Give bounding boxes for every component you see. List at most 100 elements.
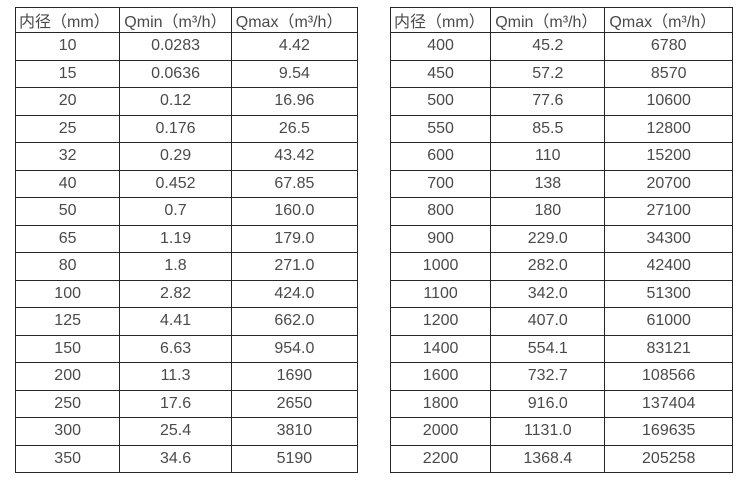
qmin-cell: 34.6 [119,444,232,473]
table-row: 450 57.2 8570 [389,59,733,88]
table-row: 1400 554.1 83121 [389,334,733,363]
column-header: Qmin（m³/h） [490,7,606,33]
qmax-cell: 15200 [604,142,733,171]
qmax-cell: 83121 [604,334,733,363]
qmin-cell: 0.0283 [119,32,232,61]
qmin-cell: 17.6 [119,389,232,418]
table-row: 300 25.4 3810 [14,417,359,446]
diameter-cell: 25 [14,114,121,143]
table-row: 25 0.176 26.5 [14,114,359,143]
diameter-cell: 250 [14,389,121,418]
qmin-cell: 1131.0 [490,417,606,446]
qmin-cell: 0.452 [119,169,232,198]
table-row: 900 229.0 34300 [389,224,733,253]
qmin-cell: 77.6 [490,87,606,116]
qmax-cell: 43.42 [230,142,359,171]
table-row: 250 17.6 2650 [14,389,359,418]
diameter-cell: 125 [14,307,121,336]
diameter-cell: 600 [389,142,492,171]
qmin-cell: 0.7 [119,197,232,226]
diameter-cell: 700 [389,169,492,198]
qmax-cell: 424.0 [230,279,359,308]
diameter-cell: 550 [389,114,492,143]
qmin-cell: 4.41 [119,307,232,336]
table-row: 800 180 27100 [389,197,733,226]
diameter-cell: 1400 [389,334,492,363]
diameter-cell: 800 [389,197,492,226]
table-row: 40 0.452 67.85 [14,169,359,198]
diameter-cell: 1000 [389,252,492,281]
qmin-cell: 1368.4 [490,444,606,473]
diameter-cell: 80 [14,252,121,281]
table-header-row: 内径（mm） Qmin（m³/h） Qmax（m³/h） [14,7,359,33]
diameter-cell: 900 [389,224,492,253]
qmin-cell: 0.12 [119,87,232,116]
diameter-cell: 1600 [389,362,492,391]
table-row: 10 0.0283 4.42 [14,32,359,61]
table-row: 1200 407.0 61000 [389,307,733,336]
qmax-cell: 12800 [604,114,733,143]
qmax-cell: 10600 [604,87,733,116]
qmax-cell: 6780 [604,32,733,61]
qmin-cell: 554.1 [490,334,606,363]
qmax-cell: 42400 [604,252,733,281]
qmax-cell: 4.42 [230,32,359,61]
qmin-cell: 342.0 [490,279,606,308]
diameter-cell: 150 [14,334,121,363]
qmax-cell: 205258 [604,444,733,473]
column-header: 内径（mm） [14,7,121,33]
qmin-cell: 25.4 [119,417,232,446]
table-row: 80 1.8 271.0 [14,252,359,281]
qmax-cell: 3810 [230,417,359,446]
diameter-cell: 10 [14,32,121,61]
table-row: 32 0.29 43.42 [14,142,359,171]
qmin-cell: 85.5 [490,114,606,143]
table-row: 200 11.3 1690 [14,362,359,391]
table-row: 1100 342.0 51300 [389,279,733,308]
diameter-cell: 1200 [389,307,492,336]
diameter-cell: 15 [14,59,121,88]
diameter-cell: 300 [14,417,121,446]
qmin-cell: 732.7 [490,362,606,391]
qmin-cell: 110 [490,142,606,171]
table-row: 1800 916.0 137404 [389,389,733,418]
table-row: 600 110 15200 [389,142,733,171]
qmax-cell: 179.0 [230,224,359,253]
qmax-cell: 5190 [230,444,359,473]
diameter-cell: 2200 [389,444,492,473]
qmin-cell: 407.0 [490,307,606,336]
qmax-cell: 8570 [604,59,733,88]
qmin-cell: 229.0 [490,224,606,253]
column-header: Qmin（m³/h） [119,7,232,33]
qmax-cell: 954.0 [230,334,359,363]
table-row: 125 4.41 662.0 [14,307,359,336]
qmin-cell: 916.0 [490,389,606,418]
qmin-cell: 0.29 [119,142,232,171]
column-header: Qmax（m³/h） [604,7,733,33]
table-row: 500 77.6 10600 [389,87,733,116]
qmin-cell: 282.0 [490,252,606,281]
diameter-cell: 400 [389,32,492,61]
qmin-cell: 11.3 [119,362,232,391]
diameter-cell: 500 [389,87,492,116]
qmax-cell: 16.96 [230,87,359,116]
diameter-cell: 50 [14,197,121,226]
table-row: 400 45.2 6780 [389,32,733,61]
qmax-cell: 26.5 [230,114,359,143]
table-row: 150 6.63 954.0 [14,334,359,363]
qmax-cell: 51300 [604,279,733,308]
qmin-cell: 45.2 [490,32,606,61]
table-row: 15 0.0636 9.54 [14,59,359,88]
column-header: Qmax（m³/h） [230,7,359,33]
diameter-cell: 100 [14,279,121,308]
table-row: 2200 1368.4 205258 [389,444,733,473]
qmax-cell: 67.85 [230,169,359,198]
table-header-row: 内径（mm） Qmin（m³/h） Qmax（m³/h） [389,7,733,33]
qmax-cell: 160.0 [230,197,359,226]
diameter-cell: 200 [14,362,121,391]
table-row: 20 0.12 16.96 [14,87,359,116]
diameter-cell: 65 [14,224,121,253]
diameter-cell: 1100 [389,279,492,308]
qmin-cell: 2.82 [119,279,232,308]
